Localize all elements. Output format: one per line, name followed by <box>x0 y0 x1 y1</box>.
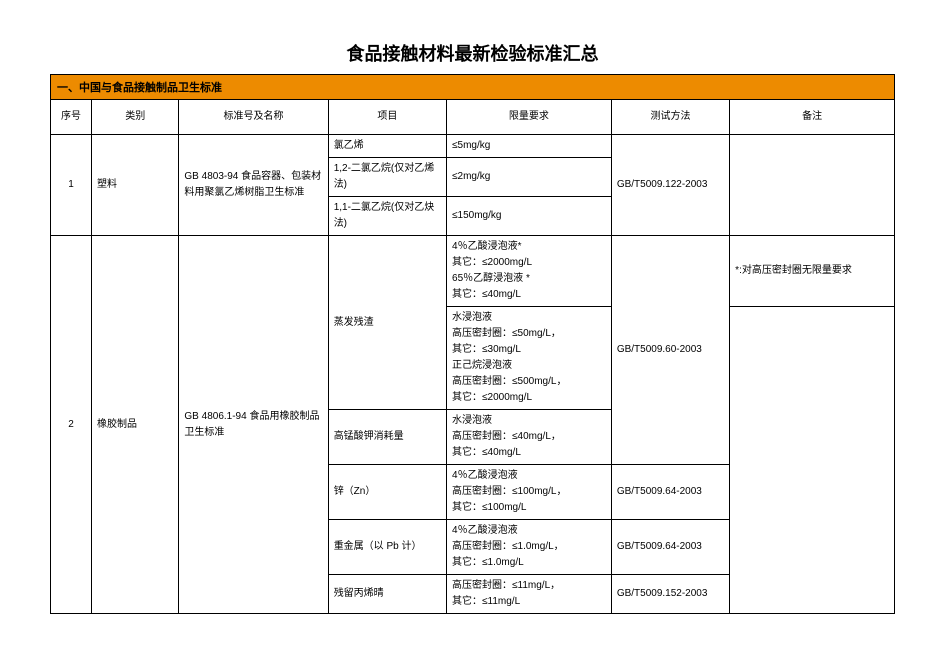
section-header: 一、中国与食品接触制品卫生标准 <box>50 74 895 99</box>
cell-limit: 4％乙酸浸泡液高压密封圈：≤1.0mg/L，其它：≤1.0mg/L <box>447 520 612 575</box>
table-row: 1 塑料 GB 4803-94 食品容器、包装材料用聚氯乙烯树脂卫生标准 氯乙烯… <box>51 135 895 158</box>
col-header-seq: 序号 <box>51 100 92 135</box>
cell-item: 1,2-二氯乙烷(仅对乙烯法) <box>328 158 446 197</box>
cell-method: GB/T5009.122-2003 <box>611 135 729 236</box>
cell-cat: 橡胶制品 <box>92 236 179 614</box>
col-header-cat: 类别 <box>92 100 179 135</box>
col-header-item: 项目 <box>328 100 446 135</box>
cell-item: 1,1-二氯乙烷(仅对乙炔法) <box>328 197 446 236</box>
col-header-std: 标准号及名称 <box>179 100 328 135</box>
cell-method: GB/T5009.64-2003 <box>611 520 729 575</box>
cell-limit: 水浸泡液高压密封圈：≤40mg/L，其它：≤40mg/L <box>447 410 612 465</box>
col-header-limit: 限量要求 <box>447 100 612 135</box>
cell-note: *:对高压密封圈无限量要求 <box>730 236 895 307</box>
cell-seq: 1 <box>51 135 92 236</box>
cell-limit: 水浸泡液高压密封圈：≤50mg/L，其它：≤30mg/L正己烷浸泡液高压密封圈：… <box>447 307 612 410</box>
cell-limit: ≤150mg/kg <box>447 197 612 236</box>
cell-note <box>730 135 895 236</box>
cell-method: GB/T5009.64-2003 <box>611 465 729 520</box>
cell-limit: ≤5mg/kg <box>447 135 612 158</box>
cell-item: 锌（Zn） <box>328 465 446 520</box>
cell-note <box>730 307 895 614</box>
cell-limit: 4％乙酸浸泡液高压密封圈：≤100mg/L，其它：≤100mg/L <box>447 465 612 520</box>
cell-std: GB 4806.1-94 食品用橡胶制品卫生标准 <box>179 236 328 614</box>
cell-item: 残留丙烯晴 <box>328 575 446 614</box>
cell-item: 高锰酸钾消耗量 <box>328 410 446 465</box>
cell-limit: ≤2mg/kg <box>447 158 612 197</box>
cell-limit: 高压密封圈：≤11mg/L，其它：≤11mg/L <box>447 575 612 614</box>
cell-item: 蒸发残渣 <box>328 236 446 410</box>
cell-std: GB 4803-94 食品容器、包装材料用聚氯乙烯树脂卫生标准 <box>179 135 328 236</box>
cell-item: 重金属（以 Pb 计） <box>328 520 446 575</box>
cell-item: 氯乙烯 <box>328 135 446 158</box>
document-title: 食品接触材料最新检验标准汇总 <box>50 40 895 66</box>
standards-table: 序号 类别 标准号及名称 项目 限量要求 测试方法 备注 1 塑料 GB 480… <box>50 99 895 614</box>
table-row: 2 橡胶制品 GB 4806.1-94 食品用橡胶制品卫生标准 蒸发残渣 4％乙… <box>51 236 895 307</box>
cell-cat: 塑料 <box>92 135 179 236</box>
cell-seq: 2 <box>51 236 92 614</box>
cell-limit: 4％乙酸浸泡液*其它：≤2000mg/L65％乙醇浸泡液 *其它：≤40mg/L <box>447 236 612 307</box>
cell-method: GB/T5009.152-2003 <box>611 575 729 614</box>
col-header-note: 备注 <box>730 100 895 135</box>
col-header-method: 测试方法 <box>611 100 729 135</box>
cell-method: GB/T5009.60-2003 <box>611 236 729 465</box>
table-header-row: 序号 类别 标准号及名称 项目 限量要求 测试方法 备注 <box>51 100 895 135</box>
